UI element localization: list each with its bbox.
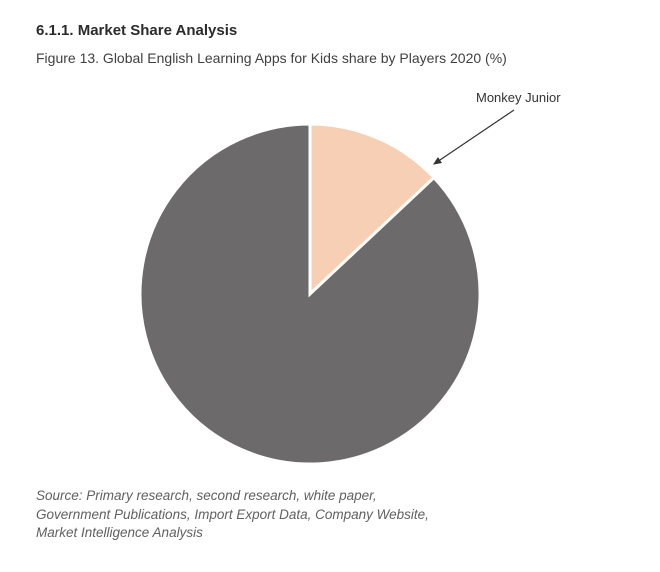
pie-chart: Monkey Junior [36, 86, 624, 486]
pie-chart-svg [36, 86, 636, 486]
section-heading: 6.1.1. Market Share Analysis [36, 22, 624, 39]
figure-caption: Figure 13. Global English Learning Apps … [36, 49, 624, 68]
page: 6.1.1. Market Share Analysis Figure 13. … [0, 0, 660, 572]
source-note: Source: Primary research, second researc… [36, 487, 436, 542]
slice-callout-monkey-junior: Monkey Junior [476, 90, 561, 105]
callout-arrow [434, 110, 514, 164]
